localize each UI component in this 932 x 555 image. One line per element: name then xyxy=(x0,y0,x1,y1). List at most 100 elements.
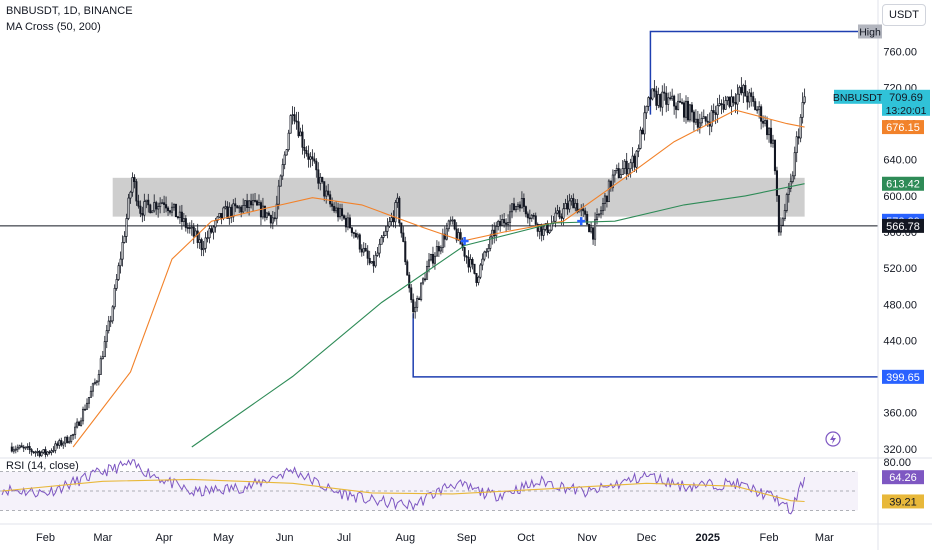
candle-body xyxy=(568,200,571,210)
candle xyxy=(461,237,464,251)
candle-body xyxy=(641,129,644,135)
candle-body xyxy=(163,202,166,205)
candle xyxy=(89,386,92,398)
price-tick-label: 640.00 xyxy=(883,155,917,167)
candle xyxy=(451,216,454,225)
candle-body xyxy=(121,242,124,260)
candle-body xyxy=(538,224,541,232)
price-tick-label: 320.00 xyxy=(883,444,917,456)
candle-body xyxy=(232,203,235,218)
candle-body xyxy=(127,197,130,219)
candle-body xyxy=(791,175,794,182)
candle-body xyxy=(607,180,610,203)
candle xyxy=(321,176,324,184)
ma-cross-marker xyxy=(460,237,469,246)
candle xyxy=(493,222,496,244)
candle xyxy=(137,194,140,209)
candle-body xyxy=(471,258,474,265)
candle-body xyxy=(582,208,585,212)
candle xyxy=(141,206,144,223)
candle-body xyxy=(250,200,253,206)
candle-body xyxy=(329,194,332,205)
candle xyxy=(178,205,181,224)
candle-body xyxy=(204,237,207,249)
candle xyxy=(453,219,456,231)
price-label: 399.65 xyxy=(882,369,924,384)
high-label: High xyxy=(859,26,881,38)
candle xyxy=(374,251,377,268)
candle-body xyxy=(758,106,761,111)
candle-body xyxy=(323,181,326,197)
candle xyxy=(542,223,545,241)
candle xyxy=(700,111,703,127)
candle xyxy=(133,174,136,189)
candle-body xyxy=(526,213,529,219)
candle xyxy=(546,220,549,236)
candle-body xyxy=(698,122,701,128)
candle-body xyxy=(623,160,626,169)
time-tick-label: Feb xyxy=(36,532,55,544)
candle-body xyxy=(797,136,800,139)
candle xyxy=(105,325,108,349)
candle-body xyxy=(161,202,164,205)
candle-body xyxy=(380,237,383,245)
candle-body xyxy=(621,168,624,175)
candle-body xyxy=(97,374,100,382)
candle xyxy=(427,252,431,273)
candle-body xyxy=(190,226,193,229)
candle xyxy=(299,127,302,137)
candle-body xyxy=(283,154,286,165)
candle xyxy=(380,234,383,245)
candle xyxy=(325,185,328,204)
candle-body xyxy=(659,94,662,108)
candle-body xyxy=(679,100,682,103)
candle xyxy=(443,226,446,248)
candle xyxy=(756,106,759,114)
candle xyxy=(582,203,585,218)
currency-button[interactable]: USDT xyxy=(882,4,926,26)
candle xyxy=(111,305,114,324)
price-label-box xyxy=(882,218,924,233)
candle-body xyxy=(228,206,231,219)
candles-layer xyxy=(10,77,806,459)
candle xyxy=(534,212,537,226)
candle-body xyxy=(649,97,652,100)
candle xyxy=(507,214,510,231)
candle xyxy=(68,436,71,444)
candle-body xyxy=(530,214,533,219)
candle xyxy=(481,253,484,271)
candle xyxy=(416,295,419,312)
lightning-icon[interactable] xyxy=(825,431,841,447)
candle xyxy=(714,105,717,125)
candle-body xyxy=(597,213,601,216)
candle xyxy=(651,88,654,101)
rsi-legend[interactable]: RSI (14, close) xyxy=(6,460,79,472)
candle xyxy=(574,199,577,212)
ma-cross-legend[interactable]: MA Cross (50, 200) xyxy=(6,21,101,33)
price-label-name-box xyxy=(834,89,882,104)
candle-body xyxy=(210,228,213,233)
candle-body xyxy=(396,197,399,203)
candle-body xyxy=(522,198,525,207)
candle-body xyxy=(599,210,603,215)
rsi-label-box xyxy=(882,494,924,509)
candle-body xyxy=(76,421,79,428)
candle xyxy=(40,450,43,457)
candle-body xyxy=(83,408,87,411)
candle-body xyxy=(374,254,377,267)
candle-body xyxy=(338,208,342,218)
candle-body xyxy=(68,441,71,444)
candle xyxy=(645,105,648,119)
candle xyxy=(259,200,263,226)
candle-body xyxy=(212,226,215,233)
candle xyxy=(44,446,47,459)
candle xyxy=(619,168,622,179)
candle xyxy=(406,259,409,276)
candle-body xyxy=(728,96,731,107)
candle xyxy=(42,449,45,455)
candle xyxy=(226,201,229,219)
candle-body xyxy=(558,210,561,218)
candle-body xyxy=(730,96,733,107)
candle-body xyxy=(694,118,697,123)
